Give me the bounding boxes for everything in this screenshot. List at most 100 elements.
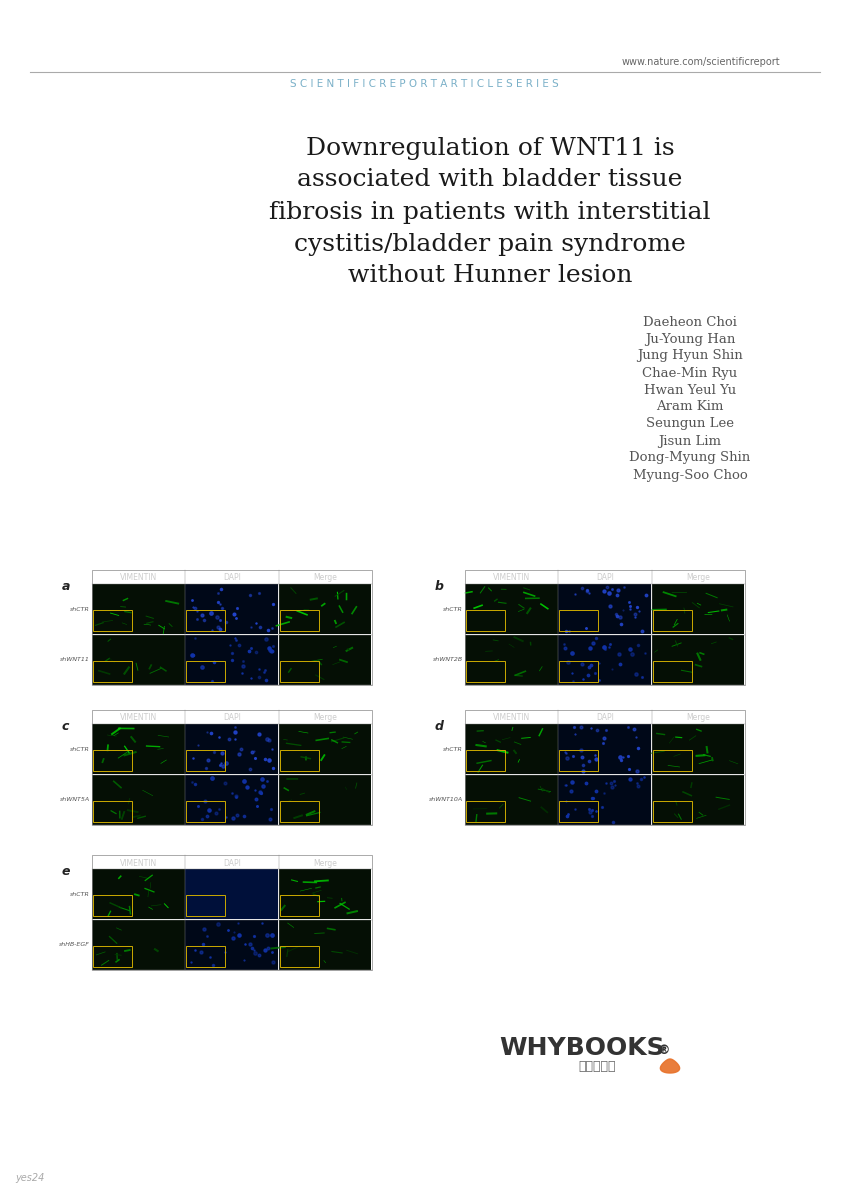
Bar: [559, 610, 599, 631]
Bar: [93, 800, 132, 822]
Bar: [466, 750, 505, 770]
Text: DAPI: DAPI: [223, 858, 241, 868]
Text: associated with bladder tissue: associated with bladder tissue: [297, 168, 683, 192]
Bar: [186, 750, 225, 770]
Bar: [465, 570, 745, 685]
Text: shCTR: shCTR: [443, 746, 463, 751]
Bar: [92, 774, 185, 824]
Bar: [93, 750, 132, 770]
Bar: [465, 774, 558, 824]
Text: Daeheon Choi: Daeheon Choi: [643, 316, 737, 329]
Bar: [93, 895, 132, 916]
Bar: [278, 919, 372, 970]
Text: Merge: Merge: [313, 858, 337, 868]
Bar: [186, 946, 225, 966]
Text: S C I E N T I F I C R E P O R T A R T I C L E S E R I E S: S C I E N T I F I C R E P O R T A R T I …: [290, 79, 559, 89]
Text: DAPI: DAPI: [223, 714, 241, 722]
Bar: [185, 869, 278, 919]
Text: shHB-EGF: shHB-EGF: [59, 942, 90, 947]
Bar: [186, 800, 225, 822]
Bar: [93, 610, 132, 631]
Bar: [185, 774, 278, 824]
Bar: [279, 750, 318, 770]
Text: Chae-Min Ryu: Chae-Min Ryu: [643, 366, 738, 379]
Text: WHYBOOKS: WHYBOOKS: [499, 1036, 665, 1060]
Bar: [278, 774, 372, 824]
Bar: [278, 724, 372, 774]
Bar: [466, 660, 505, 682]
Bar: [278, 584, 372, 634]
Bar: [92, 724, 185, 774]
Bar: [279, 895, 318, 916]
Bar: [279, 610, 318, 631]
Text: Seungun Lee: Seungun Lee: [646, 418, 734, 431]
Text: shCTR: shCTR: [443, 607, 463, 612]
Bar: [279, 946, 318, 966]
Bar: [465, 635, 558, 684]
Bar: [559, 584, 651, 634]
Bar: [652, 774, 745, 824]
Text: Jung Hyun Shin: Jung Hyun Shin: [637, 349, 743, 362]
Text: Merge: Merge: [686, 574, 711, 582]
Bar: [653, 800, 692, 822]
Text: d: d: [435, 720, 444, 733]
Bar: [559, 750, 599, 770]
Bar: [185, 919, 278, 970]
Text: ®: ®: [658, 1044, 670, 1056]
Text: shCTR: shCTR: [70, 746, 90, 751]
Bar: [466, 800, 505, 822]
Bar: [279, 660, 318, 682]
Text: without Hunner lesion: without Hunner lesion: [348, 264, 633, 288]
Text: DAPI: DAPI: [596, 714, 614, 722]
Text: VIMENTIN: VIMENTIN: [493, 714, 531, 722]
Bar: [92, 854, 372, 970]
Text: shWNT5A: shWNT5A: [60, 797, 90, 803]
Text: Downregulation of WNT11 is: Downregulation of WNT11 is: [306, 137, 674, 160]
Bar: [185, 584, 278, 634]
Text: VIMENTIN: VIMENTIN: [120, 858, 157, 868]
Bar: [652, 724, 745, 774]
Bar: [186, 660, 225, 682]
Text: DAPI: DAPI: [223, 574, 241, 582]
Text: a: a: [62, 580, 70, 593]
Text: Dong-Myung Shin: Dong-Myung Shin: [629, 451, 751, 464]
Bar: [92, 869, 185, 919]
Text: shWNT11: shWNT11: [60, 658, 90, 662]
Bar: [653, 750, 692, 770]
Text: c: c: [62, 720, 70, 733]
Bar: [185, 724, 278, 774]
Text: fibrosis in patients with interstitial: fibrosis in patients with interstitial: [269, 200, 711, 223]
Bar: [465, 724, 558, 774]
Bar: [653, 610, 692, 631]
Bar: [278, 869, 372, 919]
Bar: [279, 800, 318, 822]
Bar: [186, 610, 225, 631]
Bar: [93, 660, 132, 682]
Bar: [559, 724, 651, 774]
Text: shCTR: shCTR: [70, 607, 90, 612]
Bar: [559, 800, 599, 822]
Text: e: e: [62, 865, 70, 878]
Text: www.nature.com/scientificreport: www.nature.com/scientificreport: [621, 56, 780, 67]
Bar: [559, 660, 599, 682]
Bar: [278, 635, 372, 684]
Bar: [92, 570, 372, 685]
Text: yes24: yes24: [15, 1174, 44, 1183]
Bar: [92, 635, 185, 684]
Polygon shape: [661, 1060, 679, 1073]
Text: shCTR: shCTR: [70, 892, 90, 896]
Text: Myung-Soo Choo: Myung-Soo Choo: [633, 468, 747, 481]
Text: VIMENTIN: VIMENTIN: [493, 574, 531, 582]
Text: VIMENTIN: VIMENTIN: [120, 574, 157, 582]
Bar: [652, 584, 745, 634]
Text: Jisun Lim: Jisun Lim: [659, 434, 722, 448]
Bar: [559, 774, 651, 824]
Bar: [466, 610, 505, 631]
Text: VIMENTIN: VIMENTIN: [120, 714, 157, 722]
Text: shWNT2B: shWNT2B: [433, 658, 463, 662]
Bar: [465, 710, 745, 826]
Bar: [92, 919, 185, 970]
Bar: [93, 946, 132, 966]
Bar: [652, 635, 745, 684]
Text: Merge: Merge: [313, 714, 337, 722]
